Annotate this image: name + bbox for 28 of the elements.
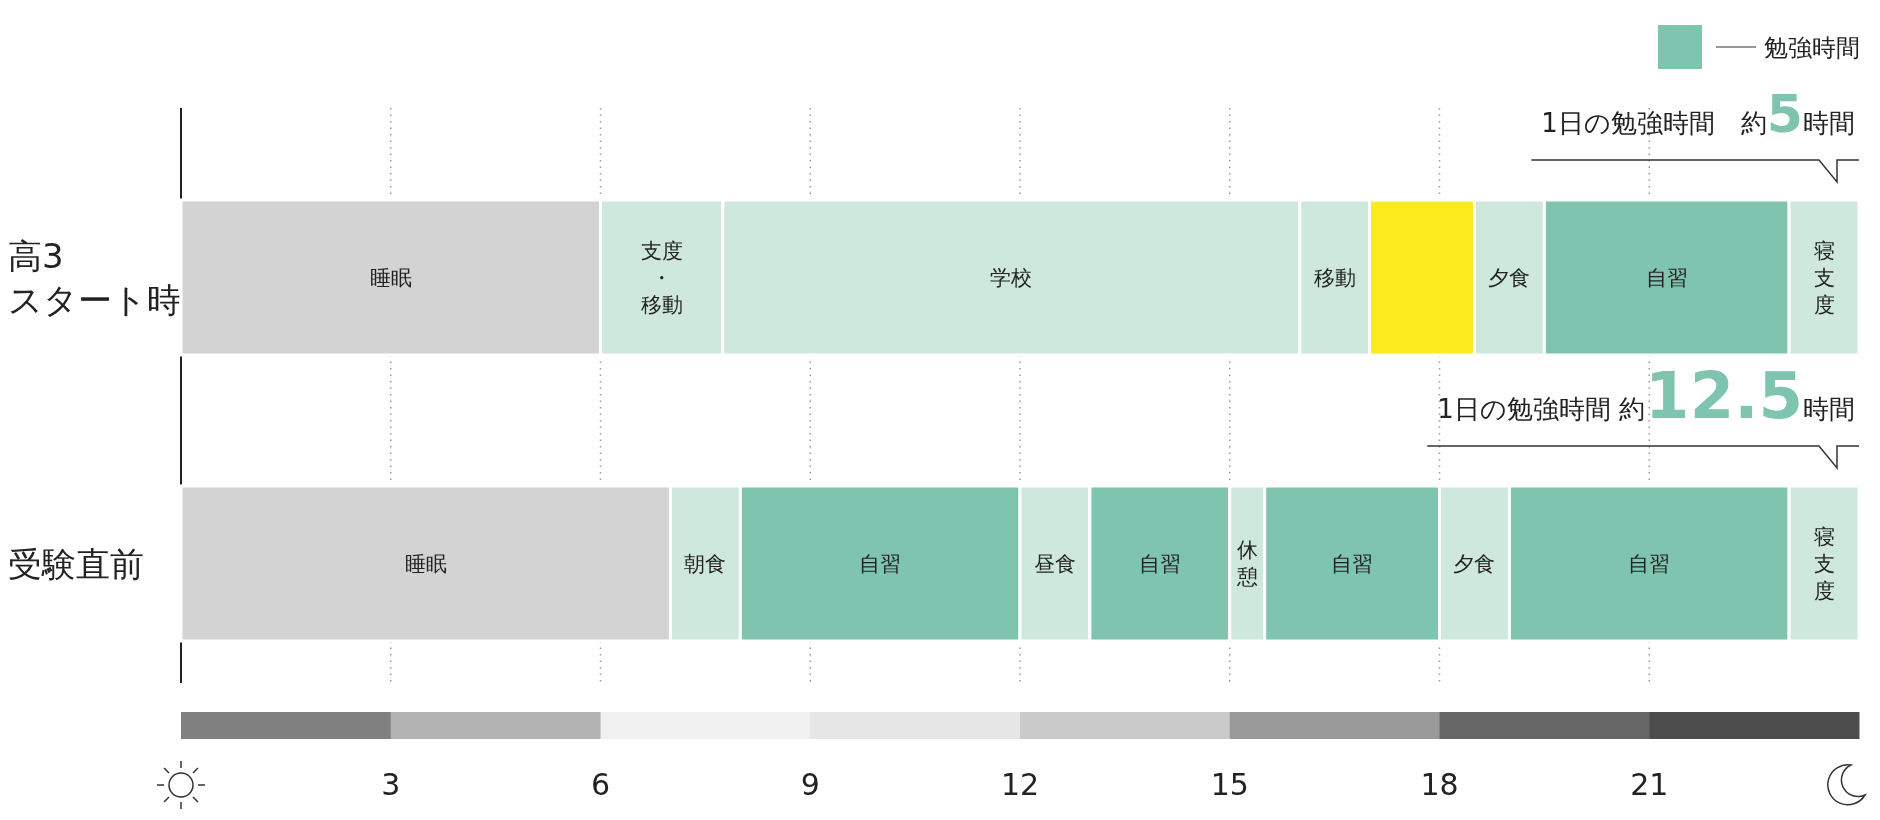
data-label: 睡眠 bbox=[404, 551, 447, 576]
data-label: 移動 bbox=[1313, 265, 1356, 290]
x-tick-label: 12 bbox=[1000, 767, 1040, 802]
data-label: 夕食 bbox=[1488, 265, 1531, 290]
data-label: 朝食 bbox=[684, 551, 727, 576]
data-label: 昼食 bbox=[1033, 551, 1076, 576]
data-label: 夕食 bbox=[1453, 551, 1496, 576]
annotation: 1日の勉強時間 約5時間 bbox=[1541, 84, 1855, 144]
x-tick-label: 21 bbox=[1630, 767, 1669, 802]
y-tick-label: 高3 スタート時 bbox=[8, 235, 181, 320]
data-label: 自習 bbox=[1645, 265, 1688, 290]
data-label: 自習 bbox=[1138, 551, 1181, 576]
x-tick-label: 15 bbox=[1210, 767, 1249, 802]
x-tick-label: 6 bbox=[590, 767, 611, 802]
y-tick-label: 受験直前 bbox=[8, 543, 144, 584]
text: 勉強時間 bbox=[1764, 34, 1860, 62]
x-tick-label: 3 bbox=[381, 767, 401, 802]
data-label: 睡眠 bbox=[369, 265, 412, 290]
data-label: 自習 bbox=[859, 551, 902, 576]
data-label: 休憩 bbox=[1235, 538, 1258, 589]
x-tick-label: 18 bbox=[1420, 767, 1459, 802]
data-label: 自習 bbox=[1628, 551, 1671, 576]
data-label: 寝支度 bbox=[1813, 238, 1835, 317]
data-label: 学校 bbox=[990, 265, 1033, 290]
data-label: 寝支度 bbox=[1813, 524, 1835, 603]
x-tick-label: 9 bbox=[800, 767, 820, 802]
data-label: 支度・移動 bbox=[640, 238, 683, 317]
data-label: 自習 bbox=[1331, 551, 1374, 576]
